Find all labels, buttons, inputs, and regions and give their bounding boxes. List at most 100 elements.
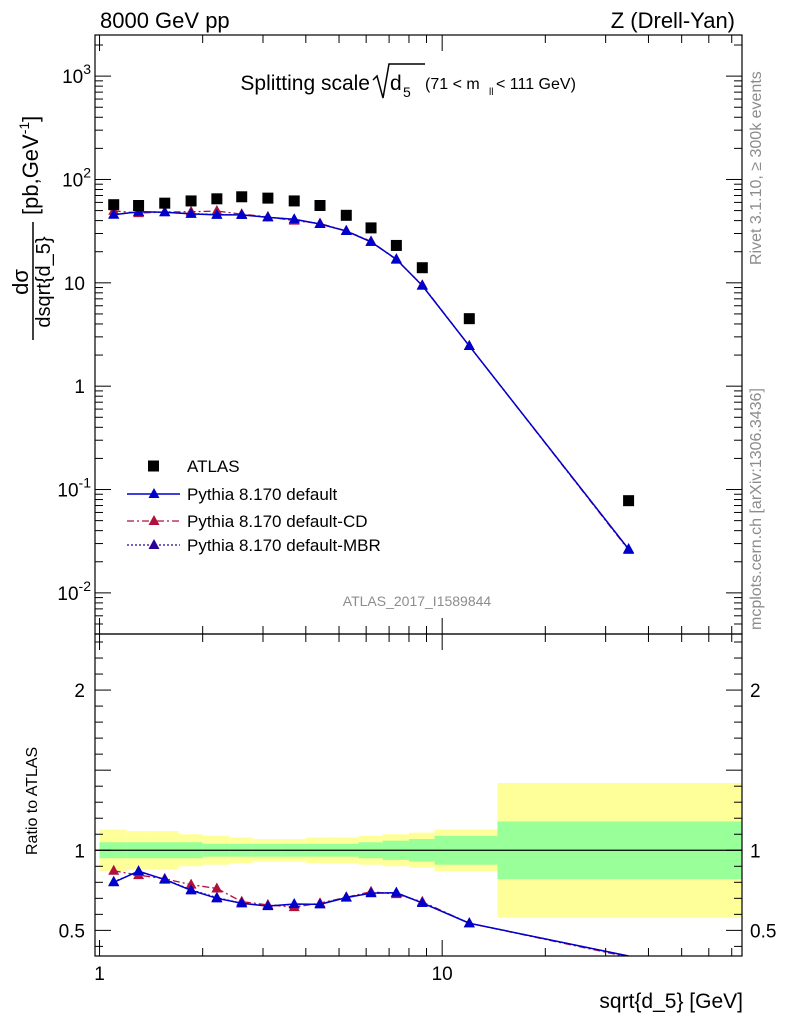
x-tick-label: 1 (94, 964, 105, 985)
plot-title-range-sub: ll (489, 87, 493, 98)
ratio-tick-label-left: 2 (74, 681, 85, 702)
legend-entry-data: ATLAS (148, 457, 240, 476)
data-point-1 (133, 200, 145, 212)
ratio-point-default-10 (365, 887, 377, 898)
plot-title-range-prefix: (71 < m (425, 76, 480, 93)
ratio-point-default-9 (340, 891, 352, 902)
ratio-series (108, 864, 629, 956)
ratio-point-cd-3 (185, 878, 197, 889)
legend-label-cd: Pythia 8.170 default-CD (187, 512, 368, 531)
rivet-label: Rivet 3.1.10, ≥ 300k events (748, 71, 765, 265)
y-tick-label: 102 (62, 164, 91, 191)
legend-marker-data (148, 460, 159, 472)
legend-marker-default (148, 488, 160, 498)
series-point-default-0 (108, 208, 120, 219)
plot-title-range-suffix: < 111 GeV) (496, 76, 576, 93)
series-point-default-7 (288, 213, 300, 224)
legend-label-default: Pythia 8.170 default (187, 485, 338, 504)
analysis-watermark: ATLAS_2017_I1589844 (343, 593, 492, 609)
series-point-default-2 (159, 206, 171, 217)
data-point-4 (211, 193, 223, 205)
y-tick-label: 103 (62, 61, 91, 88)
ratio-series-default (108, 865, 629, 956)
series-point-default-4 (211, 208, 223, 219)
ratio-point-default-11 (390, 886, 402, 897)
main-series (108, 191, 635, 554)
axis-ticks: 1 10 10-2 10-1 1 10 102 103 0.5 0.5 1 1 2 2 (57, 35, 776, 985)
series-point-default-14 (623, 543, 635, 554)
x-tick-label: 10 (432, 964, 453, 985)
ratio-tick-label-right: 1 (750, 841, 761, 862)
data-point-12 (416, 262, 428, 274)
y-tick-label: 10 (64, 274, 85, 295)
ratio-point-cd-0 (108, 864, 120, 875)
mcplots-label: mcplots.cern.ch [arXiv:1306.3436] (748, 388, 765, 630)
plot-title-main: Splitting scale (240, 72, 370, 95)
ratio-point-default-7 (288, 898, 300, 909)
ratio-point-default-4 (211, 892, 223, 903)
ratio-point-default-12 (416, 896, 428, 907)
y-tick-label: 10-2 (57, 578, 91, 605)
y-label-unit: [pb,GeV-1] (16, 116, 43, 215)
data-point-8 (314, 200, 326, 212)
ratio-point-default-1 (133, 865, 145, 876)
ratio-tick-label-left: 0.5 (59, 921, 85, 942)
ratio-point-default-0 (108, 876, 120, 887)
data-point-0 (108, 199, 120, 211)
ratio-frame (94, 633, 743, 957)
data-point-3 (185, 195, 197, 207)
y-axis-label: dσ dsqrt{d_5} [pb,GeV-1] (8, 116, 55, 340)
header-left: 8000 GeV pp (100, 8, 230, 33)
ratio-tick-label-right: 2 (750, 681, 761, 702)
data-point-11 (390, 239, 402, 251)
header-right: Z (Drell-Yan) (611, 8, 735, 33)
ratio-y-label: Ratio to ATLAS (24, 747, 41, 855)
y-label-numerator: dσ (8, 269, 33, 295)
x-axis-label: sqrt{d_5} [GeV] (599, 990, 743, 1013)
legend-entry-mbr: Pythia 8.170 default-MBR (127, 536, 381, 555)
plot-title-sqrt-arg: d (390, 72, 402, 95)
plot-title-sqrt-sub: 5 (403, 84, 411, 100)
data-point-14 (623, 495, 635, 507)
legend-entry-cd: Pythia 8.170 default-CD (127, 512, 368, 531)
data-point-9 (340, 209, 352, 221)
data-point-10 (365, 222, 377, 234)
series-default (108, 205, 635, 554)
ratio-point-default-2 (159, 873, 171, 884)
series-point-default-13 (463, 339, 475, 350)
ratio-uncertainty-bands (95, 782, 742, 918)
series-point-default-3 (185, 207, 197, 218)
series-point-default-9 (340, 225, 352, 236)
y-tick-label: 1 (74, 377, 85, 398)
legend-entry-default: Pythia 8.170 default (127, 485, 338, 504)
plot-frames (94, 34, 743, 957)
data-point-5 (236, 191, 248, 203)
ratio-tick-label-right: 0.5 (750, 921, 776, 942)
ratio-point-default-3 (185, 884, 197, 895)
data-point-6 (262, 192, 274, 204)
ratio-point-cd-4 (211, 882, 223, 893)
legend-label-mbr: Pythia 8.170 default-MBR (187, 536, 381, 555)
series-data (108, 191, 635, 507)
data-point-13 (463, 313, 475, 325)
legend: ATLAS Pythia 8.170 default Pythia 8.170 de… (127, 457, 381, 555)
legend-marker-cd (148, 515, 160, 525)
main-plot-background (95, 35, 742, 634)
sqrt-symbol (372, 63, 425, 99)
series-point-default-8 (314, 217, 326, 228)
y-label-denominator: dsqrt{d_5} (33, 236, 55, 328)
ratio-point-default-5 (236, 897, 248, 908)
series-point-default-6 (262, 211, 274, 222)
ratio-tick-label-left: 1 (74, 841, 85, 862)
ratio-point-default-6 (262, 900, 274, 911)
plot-title: Splitting scale d 5 (71 < m ll < 111 GeV… (240, 63, 576, 100)
data-point-2 (159, 197, 171, 209)
legend-label-data: ATLAS (187, 457, 240, 476)
y-tick-label: 10-1 (57, 475, 91, 502)
series-point-default-5 (236, 208, 248, 219)
series-point-default-10 (365, 235, 377, 246)
ratio-point-default-13 (463, 917, 475, 928)
main-plot-area (95, 35, 742, 634)
series-point-default-11 (390, 253, 402, 264)
